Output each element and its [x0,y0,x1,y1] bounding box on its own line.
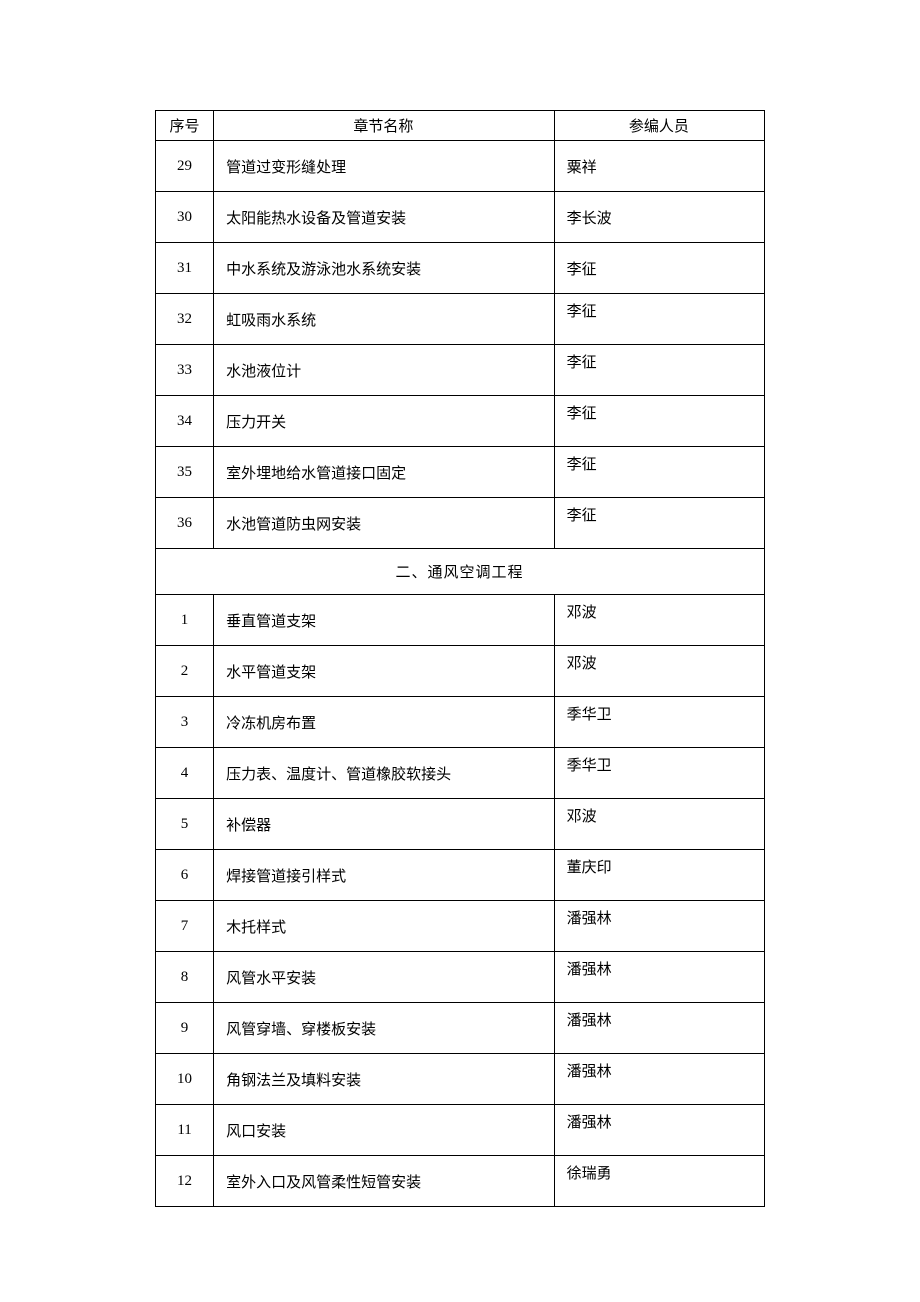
table-row: 31 中水系统及游泳池水系统安装 李征 [156,243,765,294]
cell-index: 12 [156,1156,214,1207]
table-row: 8 风管水平安装 潘强林 [156,952,765,1003]
cell-name: 补偿器 [214,799,555,850]
table-row: 10 角钢法兰及填料安装 潘强林 [156,1054,765,1105]
cell-name: 风管水平安装 [214,952,555,1003]
table-row: 34 压力开关 李征 [156,396,765,447]
cell-name: 中水系统及游泳池水系统安装 [214,243,555,294]
cell-person: 徐瑞勇 [554,1156,764,1207]
table-row: 35 室外埋地给水管道接口固定 李征 [156,447,765,498]
cell-name: 焊接管道接引样式 [214,850,555,901]
table-row: 7 木托样式 潘强林 [156,901,765,952]
cell-index: 35 [156,447,214,498]
cell-person: 李征 [554,396,764,447]
cell-name: 水平管道支架 [214,646,555,697]
cell-person: 邓波 [554,595,764,646]
table-row: 30 太阳能热水设备及管道安装 李长波 [156,192,765,243]
header-person: 参编人员 [554,111,764,141]
cell-index: 2 [156,646,214,697]
cell-index: 29 [156,141,214,192]
cell-index: 8 [156,952,214,1003]
cell-person: 李长波 [554,192,764,243]
cell-person: 李征 [554,498,764,549]
table-row: 11 风口安装 潘强林 [156,1105,765,1156]
cell-name: 压力表、温度计、管道橡胶软接头 [214,748,555,799]
cell-name: 风管穿墙、穿楼板安装 [214,1003,555,1054]
cell-index: 11 [156,1105,214,1156]
table-row: 4 压力表、温度计、管道橡胶软接头 季华卫 [156,748,765,799]
cell-index: 10 [156,1054,214,1105]
cell-person: 潘强林 [554,1054,764,1105]
cell-name: 角钢法兰及填料安装 [214,1054,555,1105]
cell-index: 4 [156,748,214,799]
content-table: 序号 章节名称 参编人员 29 管道过变形缝处理 粟祥 30 太阳能热水设备及管… [155,110,765,1207]
cell-name: 室外埋地给水管道接口固定 [214,447,555,498]
cell-person: 潘强林 [554,1003,764,1054]
table-body: 29 管道过变形缝处理 粟祥 30 太阳能热水设备及管道安装 李长波 31 中水… [156,141,765,1207]
cell-name: 冷冻机房布置 [214,697,555,748]
cell-person: 李征 [554,294,764,345]
cell-index: 7 [156,901,214,952]
cell-name: 管道过变形缝处理 [214,141,555,192]
cell-person: 粟祥 [554,141,764,192]
section-row: 二、通风空调工程 [156,549,765,595]
cell-name: 水池液位计 [214,345,555,396]
cell-index: 5 [156,799,214,850]
cell-index: 33 [156,345,214,396]
table-row: 12 室外入口及风管柔性短管安装 徐瑞勇 [156,1156,765,1207]
table-row: 2 水平管道支架 邓波 [156,646,765,697]
cell-name: 室外入口及风管柔性短管安装 [214,1156,555,1207]
table-row: 33 水池液位计 李征 [156,345,765,396]
cell-name: 风口安装 [214,1105,555,1156]
cell-name: 压力开关 [214,396,555,447]
header-name: 章节名称 [214,111,555,141]
cell-name: 木托样式 [214,901,555,952]
cell-index: 3 [156,697,214,748]
cell-name: 太阳能热水设备及管道安装 [214,192,555,243]
cell-index: 9 [156,1003,214,1054]
cell-index: 34 [156,396,214,447]
document-page: 序号 章节名称 参编人员 29 管道过变形缝处理 粟祥 30 太阳能热水设备及管… [0,0,920,1287]
cell-person: 季华卫 [554,697,764,748]
cell-person: 潘强林 [554,901,764,952]
cell-index: 6 [156,850,214,901]
table-row: 9 风管穿墙、穿楼板安装 潘强林 [156,1003,765,1054]
cell-person: 潘强林 [554,1105,764,1156]
table-row: 6 焊接管道接引样式 董庆印 [156,850,765,901]
header-index: 序号 [156,111,214,141]
table-row: 29 管道过变形缝处理 粟祥 [156,141,765,192]
cell-person: 季华卫 [554,748,764,799]
cell-name: 虹吸雨水系统 [214,294,555,345]
table-row: 3 冷冻机房布置 季华卫 [156,697,765,748]
cell-person: 潘强林 [554,952,764,1003]
cell-person: 李征 [554,345,764,396]
section-title: 二、通风空调工程 [156,549,765,595]
table-row: 5 补偿器 邓波 [156,799,765,850]
table-row: 32 虹吸雨水系统 李征 [156,294,765,345]
table-row: 36 水池管道防虫网安装 李征 [156,498,765,549]
cell-index: 32 [156,294,214,345]
cell-person: 邓波 [554,799,764,850]
cell-person: 邓波 [554,646,764,697]
cell-index: 31 [156,243,214,294]
cell-index: 36 [156,498,214,549]
cell-person: 李征 [554,447,764,498]
cell-index: 30 [156,192,214,243]
cell-person: 李征 [554,243,764,294]
table-row: 1 垂直管道支架 邓波 [156,595,765,646]
table-header-row: 序号 章节名称 参编人员 [156,111,765,141]
cell-name: 垂直管道支架 [214,595,555,646]
cell-index: 1 [156,595,214,646]
cell-name: 水池管道防虫网安装 [214,498,555,549]
cell-person: 董庆印 [554,850,764,901]
